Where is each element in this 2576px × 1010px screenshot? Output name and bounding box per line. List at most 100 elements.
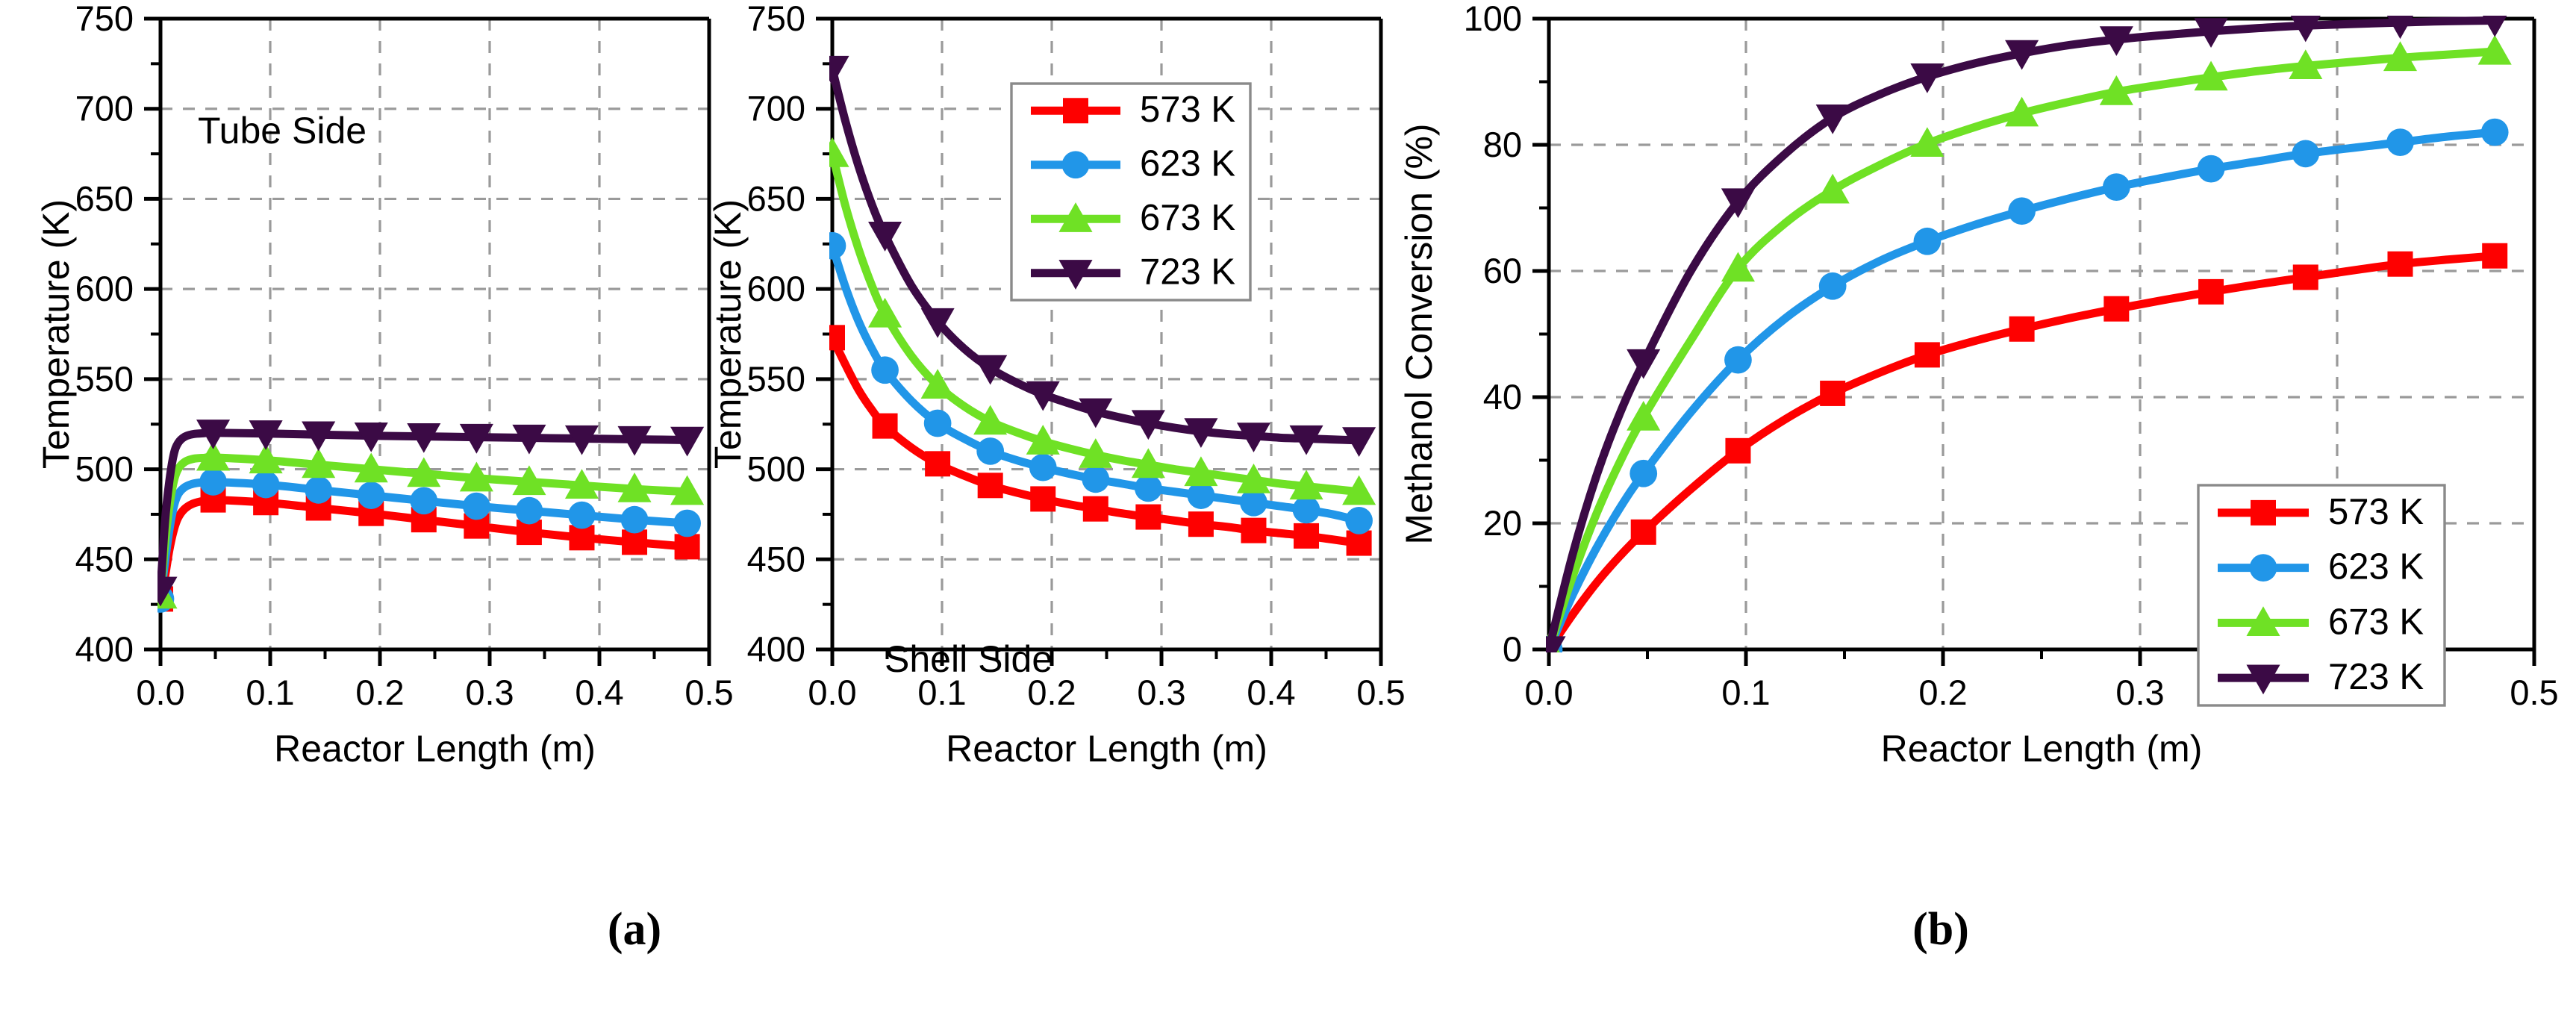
y-tick-label: 60: [1483, 251, 1522, 290]
data-point-marker: [1818, 272, 1847, 300]
y-tick-label: 600: [75, 269, 134, 308]
data-point-marker: [2099, 26, 2133, 56]
data-point-marker: [622, 529, 648, 555]
data-point-marker: [1820, 380, 1846, 406]
y-tick-label: 500: [747, 449, 805, 489]
x-tick-label: 0.0: [136, 673, 184, 712]
data-point-marker: [463, 492, 490, 520]
legend-item-623-k[interactable]: 623 K: [2218, 547, 2424, 587]
legend-swatch-marker: [2251, 499, 2276, 526]
data-point-marker: [2009, 316, 2035, 342]
data-point-marker: [564, 425, 599, 455]
data-point-marker: [920, 308, 955, 338]
series-573-k: [829, 325, 1372, 556]
data-point-marker: [512, 465, 546, 496]
data-point-marker: [1627, 349, 1661, 379]
x-axis-title: Reactor Length (m): [946, 728, 1267, 770]
data-point-marker: [1131, 448, 1165, 478]
legend-item-723-k[interactable]: 723 K: [2218, 657, 2424, 697]
series-623-k: [1546, 118, 2509, 652]
x-tick-label: 0.1: [246, 673, 294, 712]
data-point-marker: [1292, 496, 1320, 524]
data-point-marker: [829, 137, 849, 167]
data-point-marker: [407, 457, 441, 487]
legend-swatch-marker: [1058, 260, 1093, 290]
data-point-marker: [2482, 16, 2507, 37]
axis-ticks: [816, 16, 1383, 666]
data-point-marker: [1135, 474, 1162, 502]
series-723-k: [829, 55, 1376, 458]
legend-label: 573 K: [2328, 492, 2424, 532]
data-point-marker: [673, 509, 701, 537]
data-point-marker: [829, 325, 845, 351]
y-tick-label: 20: [1483, 503, 1522, 543]
data-point-marker: [1187, 481, 1215, 509]
data-point-marker: [1627, 400, 1661, 431]
data-point-marker: [1026, 381, 1060, 411]
series-623-k: [829, 231, 1373, 534]
x-tick-label: 0.3: [2115, 673, 2164, 712]
chart-panel-tube-side: 0.0 0.1 0.2 0.3 0.4 0.5 400 450 500 550 600 650 700 7…: [0, 0, 734, 858]
data-point-marker: [1724, 346, 1752, 374]
data-point-marker: [1184, 456, 1218, 487]
legend-box: [2197, 484, 2446, 707]
data-point-marker: [1815, 104, 1850, 134]
x-tick-label: 0.1: [917, 673, 966, 712]
legend-item-673-k[interactable]: 673 K: [1031, 198, 1235, 238]
x-tick-label: 0.2: [355, 673, 404, 712]
data-point-marker: [2008, 197, 2036, 225]
legend-item-573-k[interactable]: 573 K: [2218, 492, 2424, 532]
data-point-marker: [872, 413, 898, 439]
data-point-marker: [1910, 127, 1945, 157]
data-point-marker: [1630, 459, 1658, 487]
data-point-marker: [569, 525, 595, 551]
data-point-marker: [1346, 530, 1372, 556]
data-point-marker: [1188, 511, 1214, 537]
legend-swatch-marker: [1063, 98, 1088, 124]
data-point-marker: [1289, 470, 1323, 500]
data-point-marker: [459, 423, 493, 454]
data-point-marker: [196, 420, 231, 449]
data-point-marker: [976, 437, 1005, 465]
y-tick-label: 700: [747, 89, 805, 128]
data-point-marker: [1725, 437, 1751, 464]
axis-tick-labels: 0.0 0.1 0.2 0.3 0.4 0.5 400 450 500 550 600 650 700 7…: [747, 0, 1406, 712]
data-point-marker: [923, 409, 952, 437]
data-point-marker: [977, 473, 1003, 499]
data-point-marker: [973, 355, 1008, 385]
series-723-k: [158, 420, 705, 607]
y-tick-label: 400: [747, 629, 805, 669]
legend-item-723-k[interactable]: 723 K: [1031, 252, 1235, 293]
data-point-marker: [515, 496, 543, 525]
legend-swatch-marker: [2246, 664, 2280, 695]
legend-label: 623 K: [1140, 144, 1235, 184]
legend-item-673-k[interactable]: 673 K: [2218, 602, 2424, 642]
legend: 573 K 623 K 673 K 723 K: [2197, 484, 2446, 707]
series-723-k: [1546, 16, 2507, 652]
x-tick-label: 0.5: [1356, 673, 1405, 712]
data-point-marker: [1630, 519, 1656, 545]
x-tick-label: 0.4: [575, 673, 623, 712]
y-tick-label: 0: [1503, 629, 1522, 669]
data-point-marker: [2386, 16, 2414, 40]
legend-item-573-k[interactable]: 573 K: [1031, 90, 1235, 130]
data-point-marker: [1910, 63, 1945, 93]
data-point-marker: [302, 448, 336, 478]
data-point-marker: [2386, 128, 2414, 156]
x-tick-label: 0.3: [465, 673, 514, 712]
legend-box: [1010, 82, 1252, 302]
data-point-marker: [829, 231, 846, 260]
legend-item-623-k[interactable]: 623 K: [1031, 144, 1235, 184]
x-axis-title: Reactor Length (m): [1881, 728, 2203, 770]
data-point-marker: [252, 470, 280, 499]
y-tick-label: 700: [75, 89, 134, 128]
x-axis-title: Reactor Length (m): [274, 728, 596, 770]
data-point-marker: [407, 423, 441, 453]
data-point-marker: [1721, 252, 1755, 282]
legend-label: 623 K: [2328, 547, 2424, 587]
y-tick-label: 500: [75, 449, 134, 489]
data-point-marker: [670, 475, 705, 505]
plot-annotation: Shell Side: [885, 638, 1052, 680]
